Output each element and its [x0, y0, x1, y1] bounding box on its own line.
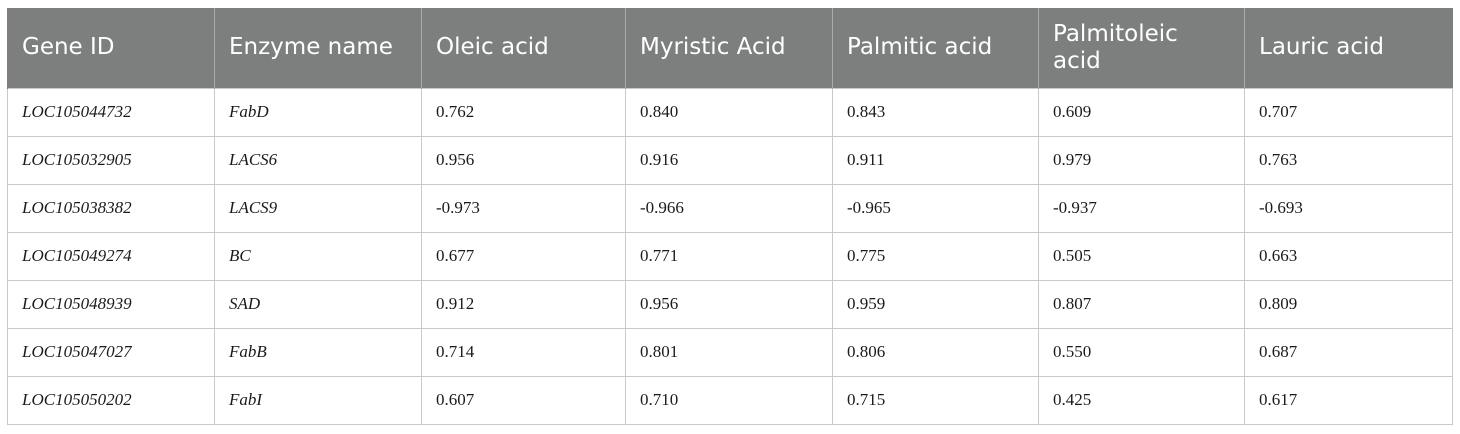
- lauric-acid-cell: -0.693: [1244, 183, 1453, 233]
- enzyme-name-cell: FabB: [214, 327, 422, 377]
- oleic-acid-cell: 0.956: [421, 135, 626, 185]
- table-row: LOC105050202 FabI 0.607 0.710 0.715 0.42…: [7, 375, 1453, 425]
- palmitic-acid-cell: 0.715: [832, 375, 1039, 425]
- header-enzyme-name: Enzyme name: [214, 8, 422, 88]
- correlation-table: Gene ID Enzyme name Oleic acid Myristic …: [7, 8, 1453, 425]
- myristic-acid-cell: 0.801: [625, 327, 833, 377]
- table-row: LOC105047027 FabB 0.714 0.801 0.806 0.55…: [7, 327, 1453, 377]
- header-row: Gene ID Enzyme name Oleic acid Myristic …: [7, 8, 1453, 88]
- oleic-acid-cell: 0.762: [421, 87, 626, 137]
- lauric-acid-cell: 0.763: [1244, 135, 1453, 185]
- table-row: LOC105044732 FabD 0.762 0.840 0.843 0.60…: [7, 87, 1453, 137]
- enzyme-name-cell: SAD: [214, 279, 422, 329]
- oleic-acid-cell: 0.912: [421, 279, 626, 329]
- table-body: LOC105044732 FabD 0.762 0.840 0.843 0.60…: [7, 87, 1453, 425]
- table-row: LOC105049274 BC 0.677 0.771 0.775 0.505 …: [7, 231, 1453, 281]
- myristic-acid-cell: -0.966: [625, 183, 833, 233]
- gene-id-cell: LOC105044732: [7, 87, 215, 137]
- oleic-acid-cell: -0.973: [421, 183, 626, 233]
- table-row: LOC105038382 LACS9 -0.973 -0.966 -0.965 …: [7, 183, 1453, 233]
- header-lauric-acid: Lauric acid: [1244, 8, 1453, 88]
- palmitic-acid-cell: -0.965: [832, 183, 1039, 233]
- palmitic-acid-cell: 0.959: [832, 279, 1039, 329]
- enzyme-name-cell: LACS6: [214, 135, 422, 185]
- header-myristic-acid: Myristic Acid: [625, 8, 833, 88]
- oleic-acid-cell: 0.714: [421, 327, 626, 377]
- gene-id-cell: LOC105032905: [7, 135, 215, 185]
- enzyme-name-cell: BC: [214, 231, 422, 281]
- header-gene-id: Gene ID: [7, 8, 215, 88]
- gene-id-cell: LOC105048939: [7, 279, 215, 329]
- myristic-acid-cell: 0.710: [625, 375, 833, 425]
- header-oleic-acid: Oleic acid: [421, 8, 626, 88]
- gene-id-cell: LOC105050202: [7, 375, 215, 425]
- myristic-acid-cell: 0.840: [625, 87, 833, 137]
- gene-id-cell: LOC105047027: [7, 327, 215, 377]
- myristic-acid-cell: 0.956: [625, 279, 833, 329]
- lauric-acid-cell: 0.809: [1244, 279, 1453, 329]
- palmitoleic-acid-cell: 0.609: [1038, 87, 1245, 137]
- table-row: LOC105032905 LACS6 0.956 0.916 0.911 0.9…: [7, 135, 1453, 185]
- palmitoleic-acid-cell: -0.937: [1038, 183, 1245, 233]
- enzyme-name-cell: FabD: [214, 87, 422, 137]
- enzyme-name-cell: LACS9: [214, 183, 422, 233]
- oleic-acid-cell: 0.607: [421, 375, 626, 425]
- palmitoleic-acid-cell: 0.425: [1038, 375, 1245, 425]
- palmitoleic-acid-cell: 0.979: [1038, 135, 1245, 185]
- palmitic-acid-cell: 0.911: [832, 135, 1039, 185]
- enzyme-name-cell: FabI: [214, 375, 422, 425]
- table-header: Gene ID Enzyme name Oleic acid Myristic …: [7, 8, 1453, 88]
- lauric-acid-cell: 0.617: [1244, 375, 1453, 425]
- lauric-acid-cell: 0.707: [1244, 87, 1453, 137]
- gene-id-cell: LOC105049274: [7, 231, 215, 281]
- table-row: LOC105048939 SAD 0.912 0.956 0.959 0.807…: [7, 279, 1453, 329]
- palmitic-acid-cell: 0.843: [832, 87, 1039, 137]
- myristic-acid-cell: 0.771: [625, 231, 833, 281]
- gene-id-cell: LOC105038382: [7, 183, 215, 233]
- myristic-acid-cell: 0.916: [625, 135, 833, 185]
- palmitic-acid-cell: 0.775: [832, 231, 1039, 281]
- palmitoleic-acid-cell: 0.505: [1038, 231, 1245, 281]
- header-palmitic-acid: Palmitic acid: [832, 8, 1039, 88]
- palmitoleic-acid-cell: 0.807: [1038, 279, 1245, 329]
- lauric-acid-cell: 0.663: [1244, 231, 1453, 281]
- palmitoleic-acid-cell: 0.550: [1038, 327, 1245, 377]
- header-palmitoleic-acid: Palmitoleic acid: [1038, 8, 1245, 88]
- oleic-acid-cell: 0.677: [421, 231, 626, 281]
- palmitic-acid-cell: 0.806: [832, 327, 1039, 377]
- lauric-acid-cell: 0.687: [1244, 327, 1453, 377]
